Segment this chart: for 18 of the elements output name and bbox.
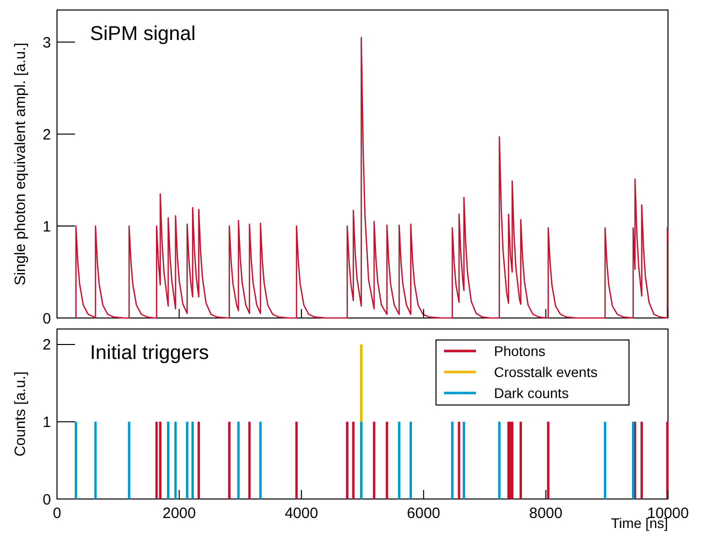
x-tick-label: 2000: [162, 505, 196, 522]
x-tick-label: 4000: [284, 505, 318, 522]
text: Initial triggers: [90, 342, 209, 364]
legend-label: Dark counts: [494, 384, 569, 401]
y-tick-label: 0: [42, 491, 51, 508]
text: SiPM signal: [90, 23, 196, 45]
y-tick-label: 2: [42, 336, 51, 354]
legend-label: Crosstalk events: [494, 364, 598, 380]
y-tick-label: 1: [42, 414, 51, 431]
y-tick-label: 1: [42, 218, 51, 236]
y-axis-title: Counts [a.u.]: [12, 371, 29, 457]
y-tick-label: 2: [42, 126, 51, 144]
y-axis-title: Single photon equivalent ampl. [a.u.]: [12, 42, 29, 286]
x-tick-label: 8000: [529, 505, 562, 522]
x-tick-label: 6000: [406, 505, 440, 522]
y-tick-label: 0: [42, 310, 51, 328]
y-tick-label: 3: [42, 34, 51, 52]
legend-label: Photons: [494, 342, 546, 359]
